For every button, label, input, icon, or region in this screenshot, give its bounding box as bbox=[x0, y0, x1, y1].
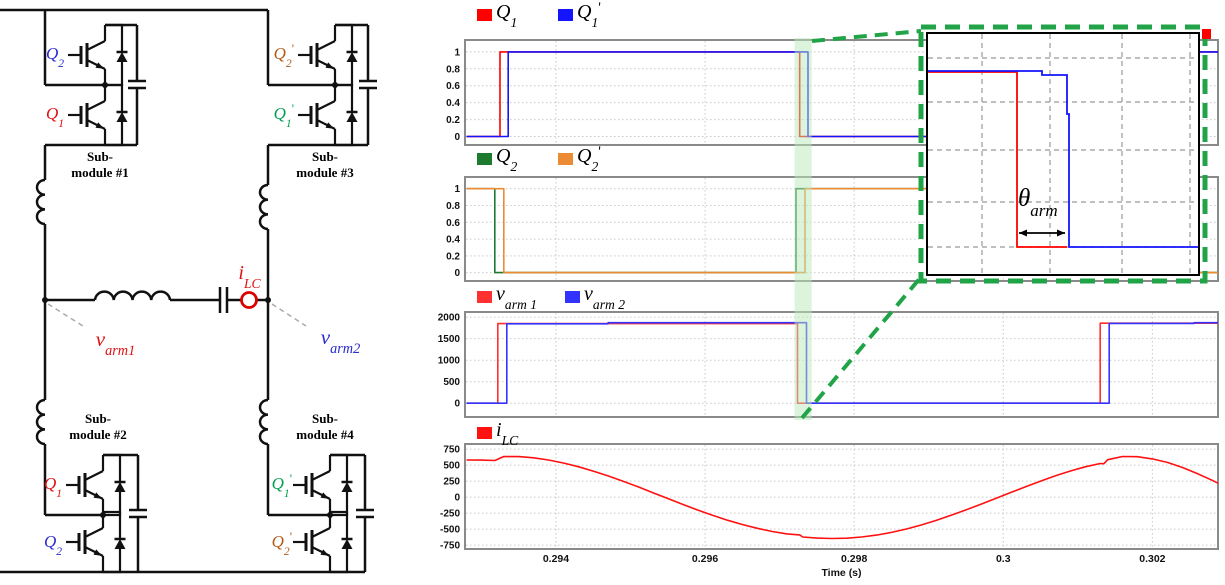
y-tick-label: 500 bbox=[443, 461, 460, 472]
legend-swatch-ilc bbox=[477, 427, 492, 439]
y-tick-label: 0.4 bbox=[446, 235, 460, 246]
y-tick-label: 0.6 bbox=[446, 218, 460, 229]
inset-connector-bottom bbox=[800, 275, 923, 420]
legend-swatch-q2p bbox=[558, 153, 573, 165]
y-tick-label: 0.8 bbox=[446, 64, 460, 75]
theta-arm-label: θarm bbox=[1018, 185, 1058, 220]
submodule-4-caption: Sub- module #4 bbox=[296, 411, 354, 442]
partial-legend-marker bbox=[1202, 29, 1211, 39]
switch-label-sm4-bottom: Q2' bbox=[271, 530, 292, 559]
y-tick-label: 0.8 bbox=[446, 201, 460, 212]
y-tick-label: 0.4 bbox=[446, 98, 460, 109]
y-tick-label: 500 bbox=[443, 377, 460, 388]
inset-connector-top bbox=[811, 29, 922, 43]
y-tick-label: 0.6 bbox=[446, 81, 460, 92]
highlight-band bbox=[794, 38, 812, 420]
y-tick-label: -500 bbox=[440, 525, 460, 536]
x-tick-label: 0.296 bbox=[692, 553, 718, 565]
current-probe-icon bbox=[240, 291, 258, 309]
v-arm1-label: varm1 bbox=[95, 327, 136, 360]
legend-label-varm1: varm 1 bbox=[496, 283, 537, 312]
switch-label-sm1-top: Q2 bbox=[45, 44, 64, 71]
y-tick-label: 2000 bbox=[438, 313, 461, 324]
x-tick-label: 0.298 bbox=[841, 553, 867, 565]
legend-label-q1: Q1 bbox=[496, 1, 518, 30]
switch-label-sm2-top: Q1 bbox=[43, 474, 62, 501]
y-tick-label: 0.2 bbox=[446, 251, 460, 262]
legend-label-q2p: Q2' bbox=[577, 144, 601, 174]
switch-label-sm3-top: Q2' bbox=[273, 42, 294, 71]
submodule-1-caption: Sub- module #1 bbox=[71, 149, 129, 180]
inset-trace-q1p bbox=[928, 70, 1198, 248]
y-tick-label: 0.2 bbox=[446, 115, 460, 126]
switch-label-sm4-top: Q1' bbox=[271, 472, 292, 501]
x-axis-title: Time (s) bbox=[821, 567, 861, 579]
i-lc-label: iLC bbox=[238, 262, 261, 291]
legend-swatch-varm2 bbox=[565, 291, 580, 303]
switch-label-sm3-bottom: Q1' bbox=[273, 102, 294, 131]
trace-i_LC bbox=[466, 455, 1219, 540]
plot-frame-3 bbox=[464, 443, 1219, 550]
y-tick-label: 0 bbox=[454, 493, 460, 504]
x-tick-label: 0.3 bbox=[996, 553, 1011, 565]
y-tick-label: -750 bbox=[440, 541, 460, 552]
x-tick-label: 0.294 bbox=[543, 553, 569, 565]
legend-label-ilc: iLC bbox=[496, 419, 519, 448]
legend-swatch-q1p bbox=[558, 9, 573, 21]
v-arm2-label: varm2 bbox=[320, 325, 361, 358]
legend-label-q1p: Q1' bbox=[577, 0, 601, 30]
legend-label-q2: Q2 bbox=[496, 145, 518, 174]
legend-swatch-q1 bbox=[477, 9, 492, 21]
y-tick-label: -250 bbox=[440, 509, 460, 520]
inset-trace-q1 bbox=[928, 71, 1067, 248]
y-tick-label: 0 bbox=[454, 399, 460, 410]
y-tick-label: 250 bbox=[443, 477, 460, 488]
submodule-2-caption: Sub- module #2 bbox=[69, 411, 127, 442]
y-tick-label: 1000 bbox=[438, 356, 461, 367]
plot-frame-2 bbox=[464, 311, 1219, 418]
switch-label-sm2-bottom: Q2 bbox=[43, 532, 62, 559]
inset-dashed-border bbox=[918, 24, 1208, 284]
y-tick-label: 0 bbox=[454, 268, 460, 279]
y-tick-label: 1 bbox=[454, 47, 460, 58]
y-tick-label: 1 bbox=[454, 184, 460, 195]
switch-label-sm1-bottom: Q1 bbox=[45, 104, 64, 131]
y-tick-label: 0 bbox=[454, 132, 460, 143]
submodule-3-caption: Sub- module #3 bbox=[296, 149, 354, 180]
y-tick-label: 1500 bbox=[438, 334, 461, 345]
legend-label-varm2: varm 2 bbox=[584, 283, 625, 312]
legend-swatch-q2 bbox=[477, 153, 492, 165]
y-tick-label: 750 bbox=[443, 445, 460, 456]
legend-swatch-varm1 bbox=[477, 291, 492, 303]
circuit-diagram bbox=[0, 8, 377, 574]
x-tick-label: 0.302 bbox=[1139, 553, 1165, 565]
